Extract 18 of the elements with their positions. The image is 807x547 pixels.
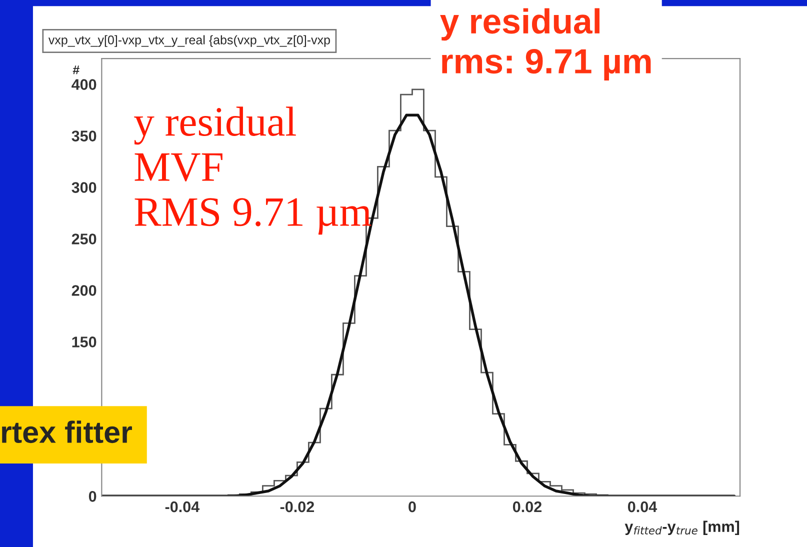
annotation: y residual rms: 9.71 µm bbox=[440, 8, 651, 81]
x-axis-title: y$_{fitted}$-y$_{true}$ [mm] bbox=[624, 520, 740, 536]
y-axis-title: # bbox=[72, 66, 80, 74]
y-tick-label: 150 bbox=[72, 336, 96, 348]
y-tick-label: 0 bbox=[88, 490, 96, 502]
y-tick-label: 350 bbox=[72, 130, 96, 142]
x-tick-label: 0.04 bbox=[628, 501, 658, 512]
text: vxp_vtx_y[0]-vxp_vtx_y_real {abs(vxp_vtx_z[0]-vxp bbox=[48, 35, 330, 47]
y-tick-label: 200 bbox=[72, 285, 96, 296]
annotation: rtex fitter bbox=[2, 420, 132, 444]
y-tick-label: 400 bbox=[72, 79, 96, 90]
x-tick-label: -0.02 bbox=[280, 501, 314, 512]
x-tick-label: 0.02 bbox=[512, 501, 542, 512]
x-tick-label: 0 bbox=[408, 501, 416, 512]
y-tick-label: 300 bbox=[72, 182, 96, 193]
annotation: y residual MVF RMS 9.71 µm bbox=[134, 106, 372, 235]
y-tick-label: 250 bbox=[72, 234, 96, 244]
x-tick-label: -0.04 bbox=[165, 501, 200, 512]
